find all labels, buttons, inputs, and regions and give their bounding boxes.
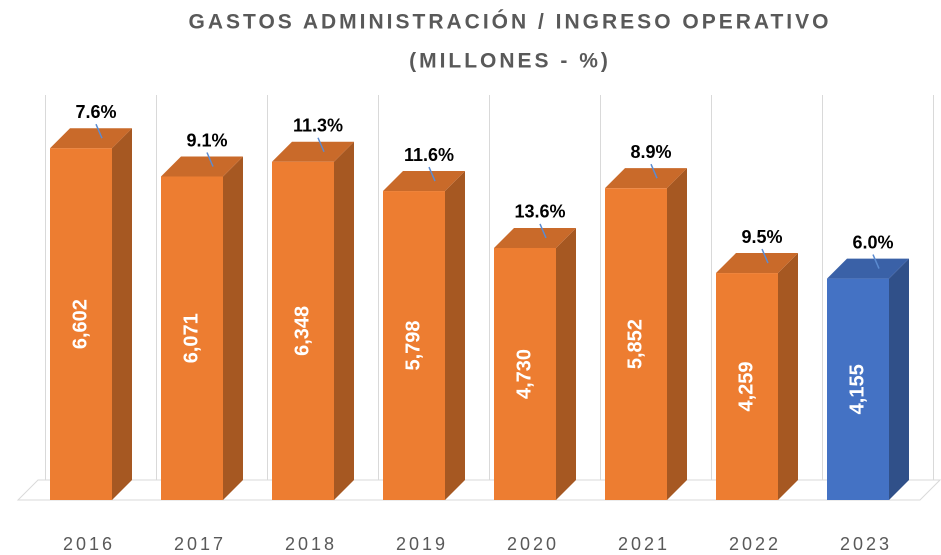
bar-top: [494, 227, 576, 248]
ratio-label: 9.1%: [186, 130, 227, 150]
x-tick-label: 2019: [396, 534, 448, 554]
bar: [50, 148, 112, 501]
chart-subtitle: (MILLONES - %): [409, 50, 611, 73]
bar-side: [889, 258, 909, 500]
bar-top: [827, 258, 909, 279]
x-tick-label: 2022: [729, 534, 781, 554]
value-label: 4,730: [513, 349, 535, 399]
bar: [383, 191, 445, 500]
ratio-label: 11.3%: [293, 115, 343, 135]
bar: [827, 278, 889, 500]
ratio-label: 8.9%: [630, 142, 671, 162]
floor: [16, 479, 941, 501]
ratio-leader: [95, 123, 103, 139]
bar-top: [605, 168, 687, 189]
value-label: 4,259: [735, 361, 757, 411]
x-tick-label: 2016: [63, 534, 115, 554]
bar-side: [778, 253, 798, 500]
ratio-label: 6.0%: [852, 232, 893, 252]
bar-side: [112, 128, 132, 501]
value-label: 5,852: [624, 319, 646, 369]
x-tick-label: 2017: [174, 534, 226, 554]
bar-top: [716, 253, 798, 274]
x-tick-label: 2021: [618, 534, 670, 554]
bar: [161, 176, 223, 500]
bar-side: [445, 171, 465, 500]
bar-side: [223, 156, 243, 500]
bar-side: [667, 168, 687, 500]
ratio-label: 13.6%: [514, 202, 565, 222]
bar: [716, 273, 778, 500]
ratio-label: 11.6%: [404, 145, 454, 165]
bar: [494, 247, 556, 500]
ratio-label: 7.6%: [75, 102, 116, 122]
x-tick-label: 2023: [840, 534, 892, 554]
ratio-leader: [872, 254, 880, 269]
bar: [272, 161, 334, 500]
bar: [605, 188, 667, 500]
value-label: 5,798: [402, 320, 424, 370]
value-label: 6,071: [180, 313, 202, 363]
ratio-leader: [539, 223, 547, 239]
bar-top: [383, 171, 465, 192]
value-label: 4,155: [846, 364, 868, 414]
bar-top: [161, 156, 243, 177]
ratio-leader: [428, 166, 436, 182]
value-label: 6,602: [69, 299, 91, 349]
chart-title: GASTOS ADMINISTRACIÓN / INGRESO OPERATIV…: [189, 10, 832, 34]
bar-side: [334, 141, 354, 500]
ratio-leader: [206, 152, 214, 167]
ratio-label: 9.5%: [741, 227, 782, 247]
value-label: 6,348: [291, 306, 313, 356]
x-tick-label: 2020: [507, 534, 559, 554]
bar-top: [272, 141, 354, 162]
ratio-leader: [317, 137, 325, 153]
bar-top: [50, 128, 132, 149]
ratio-leader: [650, 163, 658, 179]
x-tick-label: 2018: [285, 534, 337, 554]
bar-side: [556, 227, 576, 501]
ratio-leader: [761, 248, 769, 264]
